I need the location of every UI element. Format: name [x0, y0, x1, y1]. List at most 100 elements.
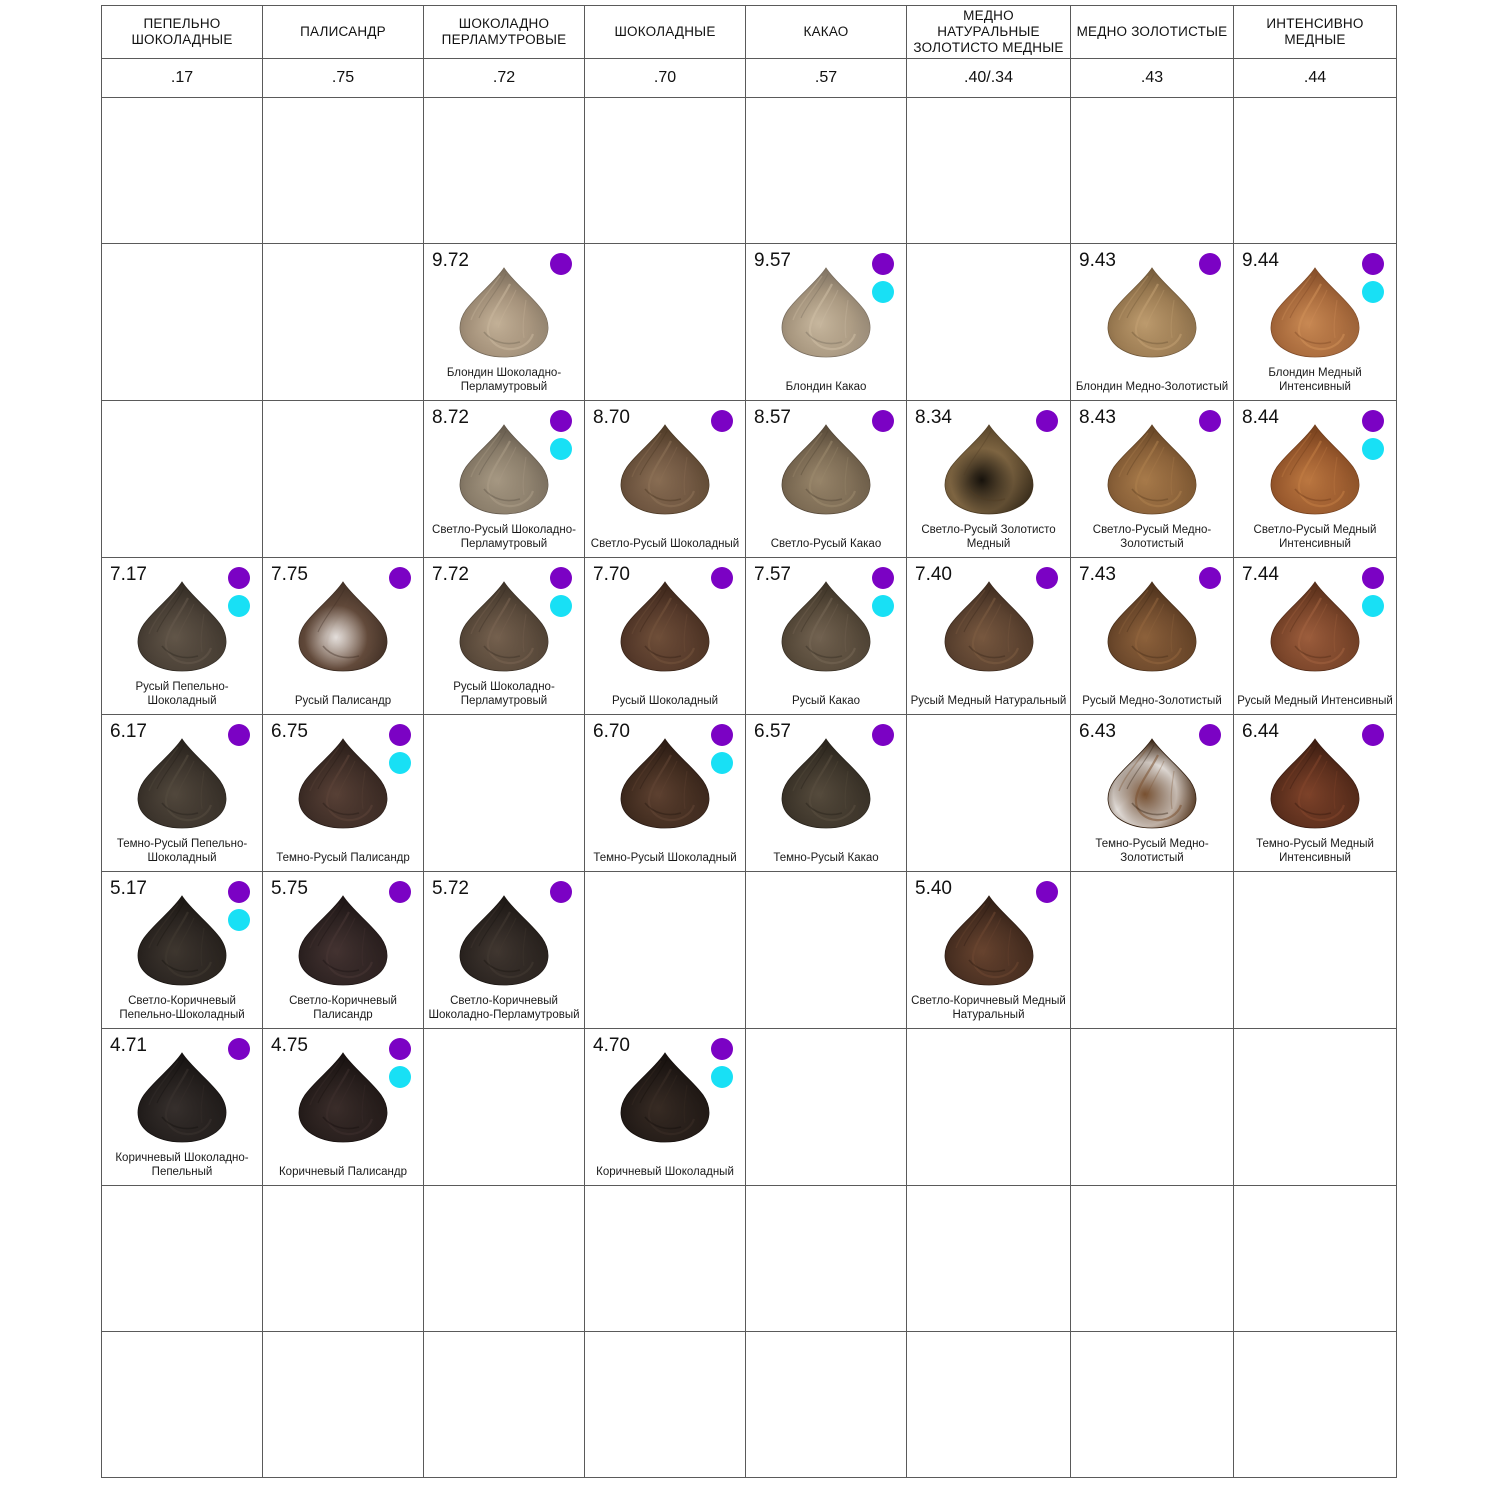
shade-cell-8.43[interactable]: 8.43 Светло-Русый Медно-Золотистый — [1070, 400, 1234, 558]
chart-row-level-6: 6.17 Темно-Русый Пепельно-Шоколадный 6.75 — [101, 714, 1397, 872]
indicator-dots — [389, 1038, 411, 1088]
column-header-0: ПЕПЕЛЬНО ШОКОЛАДНЫЕ — [101, 5, 263, 59]
shade-code: 9.72 — [432, 250, 469, 271]
empty-cell — [906, 1028, 1071, 1186]
shade-code: 4.71 — [110, 1035, 147, 1056]
cyan-indicator-dot — [550, 438, 572, 460]
shade-cell-6.57[interactable]: 6.57 Темно-Русый Какао — [745, 714, 907, 872]
empty-cell — [423, 97, 585, 244]
column-code-1: .75 — [262, 58, 424, 98]
shade-cell-9.43[interactable]: 9.43 Блондин Медно-Золотистый — [1070, 243, 1234, 401]
shade-cell-6.44[interactable]: 6.44 Темно-Русый Медный Интенсивный — [1233, 714, 1397, 872]
empty-cell — [584, 1185, 746, 1332]
purple-indicator-dot — [872, 567, 894, 589]
shade-cell-8.72[interactable]: 8.72 Светло-Русый Шоколадно-Перламутровы… — [423, 400, 585, 558]
empty-cell — [906, 97, 1071, 244]
shade-name: Светло-Русый Золотисто Медный — [921, 524, 1056, 550]
shade-code: 8.57 — [754, 407, 791, 428]
purple-indicator-dot — [389, 567, 411, 589]
indicator-dots — [389, 567, 411, 589]
shade-cell-7.72[interactable]: 7.72 Русый Шоколадно-Перламутровый — [423, 557, 585, 715]
indicator-dots — [228, 1038, 250, 1060]
shade-cell-7.43[interactable]: 7.43 Русый Медно-Золотистый — [1070, 557, 1234, 715]
shade-cell-7.17[interactable]: 7.17 Русый Пепельно-Шоколадный — [101, 557, 263, 715]
shade-cell-7.75[interactable]: 7.75 Русый Палисандр — [262, 557, 424, 715]
shade-name: Русый Медный Интенсивный — [1237, 695, 1393, 707]
hair-swatch-icon — [132, 737, 232, 829]
shade-cell-5.72[interactable]: 5.72 Светло-Коричневый Шоколадно-Перламу… — [423, 871, 585, 1029]
shade-cell-9.57[interactable]: 9.57 Блондин Какао — [745, 243, 907, 401]
shade-name: Русый Шоколадный — [611, 695, 719, 707]
empty-cell — [262, 243, 424, 401]
hair-swatch-icon — [939, 423, 1039, 515]
shade-cell-6.75[interactable]: 6.75 Темно-Русый Палисандр — [262, 714, 424, 872]
purple-indicator-dot — [872, 253, 894, 275]
hair-color-chart: ПЕПЕЛЬНО ШОКОЛАДНЫЕ ПАЛИСАНДР ШОКОЛАДНО ПЕ… — [101, 5, 1397, 1495]
shade-name: Светло-Русый Медно-Золотистый — [1092, 524, 1212, 550]
indicator-dots — [1199, 253, 1221, 275]
column-code-3: .70 — [584, 58, 746, 98]
shade-code: 6.70 — [593, 721, 630, 742]
indicator-dots — [1362, 410, 1384, 460]
shade-cell-7.57[interactable]: 7.57 Русый Какао — [745, 557, 907, 715]
shade-code: 6.43 — [1079, 721, 1116, 742]
indicator-dots — [1036, 410, 1058, 432]
empty-cell — [906, 243, 1071, 401]
empty-cell — [1070, 1185, 1234, 1332]
shade-cell-5.75[interactable]: 5.75 Светло-Коричневый Палисандр — [262, 871, 424, 1029]
hair-swatch-icon — [615, 423, 715, 515]
hair-swatch-icon — [1102, 423, 1202, 515]
hair-swatch-icon — [293, 737, 393, 829]
shade-cell-9.72[interactable]: 9.72 Блондин Шоколадно-Перламутровый — [423, 243, 585, 401]
shade-cell-4.75[interactable]: 4.75 Коричневый Палисандр — [262, 1028, 424, 1186]
column-code-label: .75 — [331, 69, 355, 86]
shade-name: Светло-Коричневый Медный Натуральный — [911, 995, 1066, 1021]
shade-cell-4.71[interactable]: 4.71 Коричневый Шоколадно-Пепельный — [101, 1028, 263, 1186]
purple-indicator-dot — [228, 1038, 250, 1060]
purple-indicator-dot — [550, 253, 572, 275]
shade-name: Коричневый Шоколадно-Пепельный — [115, 1152, 249, 1178]
chart-row-level-4: 4.71 Коричневый Шоколадно-Пепельный 4.75 — [101, 1028, 1397, 1186]
cyan-indicator-dot — [550, 595, 572, 617]
shade-cell-6.70[interactable]: 6.70 Темно-Русый Шоколадный — [584, 714, 746, 872]
shade-code: 8.72 — [432, 407, 469, 428]
shade-cell-5.40[interactable]: 5.40 Светло-Коричневый Медный Натуральны… — [906, 871, 1071, 1029]
shade-cell-7.40[interactable]: 7.40 Русый Медный Натуральный — [906, 557, 1071, 715]
shade-cell-8.70[interactable]: 8.70 Светло-Русый Шоколадный — [584, 400, 746, 558]
shade-name: Темно-Русый Палисандр — [276, 852, 410, 864]
shade-cell-4.70[interactable]: 4.70 Коричневый Шоколадный — [584, 1028, 746, 1186]
indicator-dots — [228, 567, 250, 617]
empty-cell — [1070, 1331, 1234, 1478]
shade-cell-7.70[interactable]: 7.70 Русый Шоколадный — [584, 557, 746, 715]
empty-cell — [584, 243, 746, 401]
column-code-header-row: .17 .75 .72 .70 .57 .40/.34 .43 .44 — [101, 58, 1397, 98]
shade-code: 6.75 — [271, 721, 308, 742]
cyan-indicator-dot — [1362, 438, 1384, 460]
hair-swatch-icon — [1102, 580, 1202, 672]
shade-cell-9.44[interactable]: 9.44 Блондин Медный Интенсивный — [1233, 243, 1397, 401]
empty-cell — [262, 97, 424, 244]
shade-code: 8.44 — [1242, 407, 1279, 428]
shade-cell-6.43[interactable]: 6.43 Темно-Русый Медно-Золотистый — [1070, 714, 1234, 872]
shade-cell-8.57[interactable]: 8.57 Светло-Русый Какао — [745, 400, 907, 558]
cyan-indicator-dot — [711, 752, 733, 774]
hair-swatch-icon — [615, 737, 715, 829]
shade-cell-8.44[interactable]: 8.44 Светло-Русый Медный Интенсивный — [1233, 400, 1397, 558]
shade-name: Блондин Какао — [785, 381, 867, 393]
indicator-dots — [1199, 724, 1221, 746]
chart-row-level-9: 9.72 Блондин Шоколадно-Перламутровый 9.57 — [101, 243, 1397, 401]
column-code-2: .72 — [423, 58, 585, 98]
purple-indicator-dot — [1199, 567, 1221, 589]
indicator-dots — [550, 410, 572, 460]
shade-cell-6.17[interactable]: 6.17 Темно-Русый Пепельно-Шоколадный — [101, 714, 263, 872]
hair-swatch-icon — [454, 580, 554, 672]
empty-cell — [1070, 871, 1234, 1029]
shade-cell-8.34[interactable]: 8.34 Светло-Русый Золотисто Медный — [906, 400, 1071, 558]
empty-cell — [1070, 1028, 1234, 1186]
purple-indicator-dot — [1199, 724, 1221, 746]
shade-code: 7.70 — [593, 564, 630, 585]
shade-cell-7.44[interactable]: 7.44 Русый Медный Интенсивный — [1233, 557, 1397, 715]
purple-indicator-dot — [228, 567, 250, 589]
column-header-3: ШОКОЛАДНЫЕ — [584, 5, 746, 59]
shade-cell-5.17[interactable]: 5.17 Светло-Коричневый Пепельно-Шоколадн… — [101, 871, 263, 1029]
